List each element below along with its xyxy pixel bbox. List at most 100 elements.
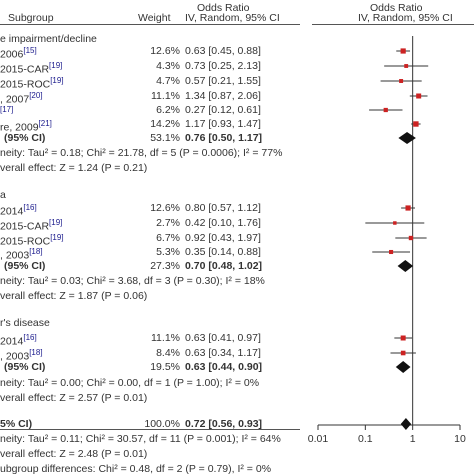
study-weight: 11.1%	[151, 90, 180, 102]
study-label: 2014[16]	[0, 332, 37, 348]
study-weight: 4.3%	[156, 60, 180, 72]
study-weight: 4.7%	[156, 75, 180, 87]
total-label: 5% CI)	[0, 418, 33, 430]
subtotal-ci: 0.70 [0.48, 1.02]	[185, 260, 263, 272]
study-weight: 5.3%	[156, 246, 180, 258]
header-or-sub: IV, Random, 95% CI	[185, 12, 280, 24]
study-weight: 2.7%	[156, 217, 180, 229]
study-label: [17]	[0, 104, 13, 120]
study-ci: 0.63 [0.41, 0.97]	[185, 332, 261, 344]
x-tick-label: 10	[454, 433, 466, 445]
study-label: , 2003[18]	[0, 347, 43, 363]
header-plot-title: Odds Ratio	[370, 2, 423, 14]
study-ci: 0.42 [0.10, 1.76]	[185, 217, 261, 229]
study-weight: 11.1%	[151, 332, 180, 344]
study-name: 2015-CAR	[0, 63, 50, 76]
study-reference: [21]	[38, 119, 52, 128]
heterogeneity-text: neity: Tau² = 0.00; Chi² = 0.00, df = 1 …	[0, 377, 260, 389]
study-weight: 14.2%	[150, 118, 180, 130]
study-weight: 12.6%	[150, 202, 180, 214]
study-name: 2014	[0, 335, 24, 348]
study-point	[408, 235, 414, 241]
study-label: 2015-CAR[19]	[0, 60, 62, 76]
study-reference: [16]	[23, 333, 37, 342]
x-tick-label: 1	[410, 433, 416, 445]
subtotal-label: (95% CI)	[4, 361, 46, 373]
study-reference: [16]	[23, 203, 37, 212]
total-overall-effect: verall effect: Z = 2.48 (P = 0.01)	[0, 448, 148, 460]
study-reference: [17]	[0, 105, 14, 114]
study-name: re, 2009	[0, 121, 39, 134]
study-reference: [19]	[49, 61, 63, 70]
study-point	[393, 221, 397, 225]
subtotal-weight: 19.5%	[150, 361, 180, 373]
subtotal-label: (95% CI)	[4, 260, 46, 272]
divider	[0, 24, 300, 25]
study-ci: 0.63 [0.45, 0.88]	[185, 45, 261, 57]
study-point	[400, 350, 406, 356]
divider	[0, 429, 300, 430]
study-reference: [19]	[49, 218, 63, 227]
study-point	[400, 335, 406, 341]
summary-diamond	[395, 361, 411, 373]
summary-diamond	[400, 418, 412, 430]
study-reference: [18]	[29, 348, 43, 357]
study-ci: 0.80 [0.57, 1.12]	[185, 202, 261, 214]
summary-diamond	[397, 260, 414, 272]
study-name: , 2003	[0, 350, 30, 363]
study-label: 2014[16]	[0, 202, 37, 218]
study-name: 2014	[0, 205, 24, 218]
study-name: 2015-ROC	[0, 78, 51, 91]
study-point	[389, 249, 394, 255]
study-point	[399, 79, 404, 83]
study-point	[404, 64, 409, 68]
heterogeneity-text: neity: Tau² = 0.03; Chi² = 3.68, df = 3 …	[0, 275, 265, 287]
study-ci: 0.92 [0.43, 1.97]	[185, 232, 261, 244]
study-weight: 8.4%	[156, 347, 180, 359]
heterogeneity-text: neity: Tau² = 0.18; Chi² = 21.78, df = 5…	[0, 147, 283, 159]
study-ci: 0.63 [0.34, 1.17]	[185, 347, 261, 359]
study-ci: 0.35 [0.14, 0.88]	[185, 246, 261, 258]
group-title: e impairment/decline	[0, 33, 97, 45]
study-weight: 12.6%	[150, 45, 180, 57]
study-name: 2015-ROC	[0, 235, 51, 248]
study-point	[405, 205, 411, 211]
study-label: , 2003[18]	[0, 246, 43, 262]
study-ci: 1.17 [0.93, 1.47]	[185, 118, 261, 130]
subtotal-label: (95% CI)	[4, 132, 46, 144]
group-title: r's disease	[0, 317, 50, 329]
x-tick-label: 0.01	[308, 433, 329, 445]
overall-effect-text: verall effect: Z = 1.24 (P = 0.21)	[0, 162, 148, 174]
study-label: , 2007[20]	[0, 90, 43, 106]
study-reference: [15]	[23, 46, 37, 55]
overall-effect-text: verall effect: Z = 2.57 (P = 0.01)	[0, 392, 148, 404]
study-label: 2015-ROC[19]	[0, 75, 64, 91]
study-point	[383, 107, 388, 113]
study-name: , 2007	[0, 93, 30, 106]
header-plot-sub: IV, Random, 95% CI	[358, 12, 453, 24]
group-title: a	[0, 189, 6, 201]
study-name: , 2003	[0, 249, 30, 262]
study-weight: 6.2%	[156, 104, 180, 116]
study-ci: 1.34 [0.87, 2.06]	[185, 90, 261, 102]
table-header	[0, 0, 474, 22]
subgroup-differences: ubgroup differences: Chi² = 0.48, df = 2…	[0, 463, 272, 475]
divider	[312, 24, 474, 25]
x-tick-label: 0.1	[358, 433, 373, 445]
study-reference: [19]	[50, 233, 64, 242]
total-heterogeneity: neity: Tau² = 0.11; Chi² = 30.57, df = 1…	[0, 433, 281, 445]
study-weight: 6.7%	[156, 232, 180, 244]
study-label: 2006[15]	[0, 45, 37, 61]
header-subgroup: Subgroup	[8, 12, 54, 24]
header-or-title: Odds Ratio	[197, 2, 250, 14]
subtotal-ci: 0.76 [0.50, 1.17]	[185, 132, 263, 144]
total-ci: 0.72 [0.56, 0.93]	[185, 418, 263, 430]
subtotal-ci: 0.63 [0.44, 0.90]	[185, 361, 263, 373]
total-weight: 100.0%	[144, 418, 180, 430]
header-weight: Weight	[138, 12, 171, 24]
study-reference: [20]	[29, 91, 43, 100]
study-label: re, 2009[21]	[0, 118, 52, 134]
study-label: 2015-CAR[19]	[0, 217, 62, 233]
study-ci: 0.27 [0.12, 0.61]	[185, 104, 261, 116]
